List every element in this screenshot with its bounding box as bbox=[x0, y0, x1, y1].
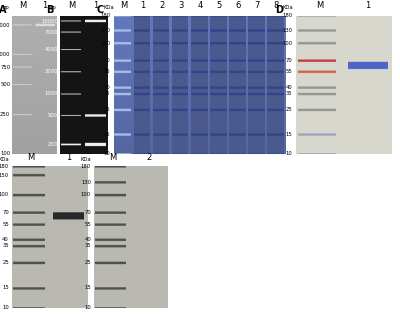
Text: 180: 180 bbox=[282, 13, 292, 18]
Text: 500: 500 bbox=[48, 113, 58, 118]
Text: 7000: 7000 bbox=[44, 30, 58, 35]
Text: 15: 15 bbox=[84, 285, 91, 290]
Text: M: M bbox=[19, 1, 27, 10]
Text: 130: 130 bbox=[100, 28, 110, 33]
Text: bp: bp bbox=[50, 5, 56, 10]
Text: 4000: 4000 bbox=[44, 47, 58, 52]
Text: 1: 1 bbox=[93, 1, 99, 10]
Text: 35: 35 bbox=[84, 243, 91, 248]
Text: 35: 35 bbox=[286, 91, 292, 96]
Text: 55: 55 bbox=[104, 69, 110, 74]
Text: 55: 55 bbox=[84, 222, 91, 227]
Text: 100: 100 bbox=[0, 151, 10, 156]
Text: 7: 7 bbox=[255, 1, 260, 10]
Text: 2000: 2000 bbox=[44, 69, 58, 74]
Text: B: B bbox=[46, 5, 54, 15]
Text: 40: 40 bbox=[84, 237, 91, 242]
Text: 130: 130 bbox=[81, 180, 91, 185]
Text: 15: 15 bbox=[2, 285, 9, 290]
Text: 750: 750 bbox=[0, 64, 10, 69]
Text: bp: bp bbox=[2, 5, 9, 10]
Text: C: C bbox=[97, 5, 104, 15]
Text: 250: 250 bbox=[0, 112, 10, 117]
Text: 35: 35 bbox=[104, 91, 110, 96]
Text: KDa: KDa bbox=[0, 157, 9, 162]
Text: 70: 70 bbox=[2, 210, 9, 215]
Text: M: M bbox=[68, 1, 76, 10]
Text: D: D bbox=[275, 5, 283, 15]
Text: 1: 1 bbox=[365, 1, 371, 10]
Text: 4: 4 bbox=[197, 1, 203, 10]
Text: 1000: 1000 bbox=[0, 52, 10, 57]
Text: 25: 25 bbox=[2, 260, 9, 265]
Text: A: A bbox=[0, 5, 6, 15]
Text: 150: 150 bbox=[0, 173, 9, 178]
Text: M: M bbox=[120, 1, 127, 10]
Text: 1000: 1000 bbox=[44, 91, 58, 96]
Text: 10: 10 bbox=[2, 305, 9, 310]
Text: 100: 100 bbox=[81, 192, 91, 198]
Text: 2: 2 bbox=[147, 153, 152, 162]
Text: 100: 100 bbox=[0, 192, 9, 198]
Text: 10: 10 bbox=[84, 305, 91, 310]
Text: M: M bbox=[109, 153, 116, 162]
Text: 10: 10 bbox=[104, 151, 110, 156]
Text: 55: 55 bbox=[2, 222, 9, 227]
Text: 5: 5 bbox=[216, 1, 222, 10]
Text: 1: 1 bbox=[140, 1, 145, 10]
Text: M: M bbox=[27, 153, 35, 162]
Text: KDa: KDa bbox=[282, 5, 293, 10]
Text: 2000: 2000 bbox=[0, 23, 10, 28]
Text: 70: 70 bbox=[104, 58, 110, 63]
Text: 25: 25 bbox=[84, 260, 91, 265]
Text: 8: 8 bbox=[274, 1, 279, 10]
Text: 10: 10 bbox=[286, 151, 292, 156]
Text: 10000: 10000 bbox=[41, 19, 58, 24]
Text: 100: 100 bbox=[282, 41, 292, 46]
Text: 1: 1 bbox=[42, 1, 48, 10]
Text: 40: 40 bbox=[2, 237, 9, 242]
Text: 15: 15 bbox=[104, 132, 110, 137]
Text: 40: 40 bbox=[104, 85, 110, 90]
Text: 100: 100 bbox=[100, 41, 110, 46]
Text: 180: 180 bbox=[0, 164, 9, 169]
Text: 55: 55 bbox=[286, 69, 292, 74]
Text: 25: 25 bbox=[104, 107, 110, 112]
Text: 130: 130 bbox=[282, 28, 292, 33]
Text: M: M bbox=[316, 1, 324, 10]
Text: 200: 200 bbox=[48, 142, 58, 147]
Text: 180: 180 bbox=[100, 13, 110, 18]
Text: 35: 35 bbox=[2, 243, 9, 248]
Text: 180: 180 bbox=[81, 164, 91, 169]
Text: 40: 40 bbox=[286, 85, 292, 90]
Text: 6: 6 bbox=[236, 1, 241, 10]
Text: 1: 1 bbox=[66, 153, 72, 162]
Text: 25: 25 bbox=[286, 107, 292, 112]
Text: 500: 500 bbox=[0, 82, 10, 87]
Text: 2: 2 bbox=[159, 1, 164, 10]
Text: KDa: KDa bbox=[81, 157, 91, 162]
Text: 15: 15 bbox=[286, 132, 292, 137]
Text: 3: 3 bbox=[178, 1, 184, 10]
Text: KDa: KDa bbox=[104, 5, 114, 10]
Text: 70: 70 bbox=[286, 58, 292, 63]
Text: 70: 70 bbox=[84, 210, 91, 215]
